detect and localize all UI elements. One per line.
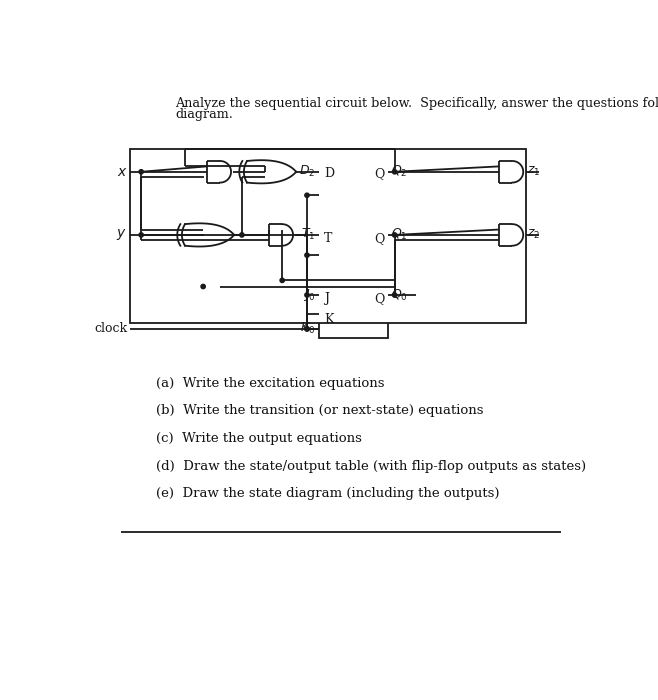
Text: Q: Q xyxy=(374,292,385,305)
Circle shape xyxy=(280,278,284,283)
Text: $x$: $x$ xyxy=(116,164,127,178)
Text: $z_2$: $z_2$ xyxy=(527,228,540,242)
Bar xyxy=(318,284,388,338)
Text: clock: clock xyxy=(94,323,127,335)
Text: $Q_2$: $Q_2$ xyxy=(392,164,408,179)
Text: (e)  Draw the state diagram (including the outputs): (e) Draw the state diagram (including th… xyxy=(156,487,499,500)
Text: Analyze the sequential circuit below.  Specifically, answer the questions follow: Analyze the sequential circuit below. Sp… xyxy=(175,97,658,110)
Bar xyxy=(318,160,388,217)
Circle shape xyxy=(139,169,143,174)
Circle shape xyxy=(240,233,244,237)
Circle shape xyxy=(305,293,309,297)
Text: (d)  Draw the state/output table (with flip-flop outputs as states): (d) Draw the state/output table (with fl… xyxy=(156,460,586,473)
Text: (b)  Write the transition (or next-state) equations: (b) Write the transition (or next-state)… xyxy=(156,405,484,417)
Text: $Q_0$: $Q_0$ xyxy=(392,288,409,302)
Text: $Q_1$: $Q_1$ xyxy=(392,228,408,242)
Text: Q: Q xyxy=(374,167,385,180)
Text: $T_1$: $T_1$ xyxy=(301,228,316,242)
Bar xyxy=(318,224,388,274)
Text: Q: Q xyxy=(374,232,385,245)
Text: K: K xyxy=(324,313,334,326)
Circle shape xyxy=(392,293,397,297)
Text: (c)  Write the output equations: (c) Write the output equations xyxy=(156,432,362,445)
Circle shape xyxy=(305,327,309,331)
Text: diagram.: diagram. xyxy=(175,108,233,121)
Text: D: D xyxy=(324,167,334,180)
Text: $D_2$: $D_2$ xyxy=(299,164,316,179)
Text: $z_1$: $z_1$ xyxy=(527,165,540,178)
Circle shape xyxy=(392,233,397,237)
Circle shape xyxy=(201,284,205,288)
Circle shape xyxy=(305,327,309,331)
Text: (a)  Write the excitation equations: (a) Write the excitation equations xyxy=(156,377,384,390)
Circle shape xyxy=(305,193,309,197)
Circle shape xyxy=(201,174,207,180)
Bar xyxy=(130,150,526,323)
Text: $y$: $y$ xyxy=(116,228,127,242)
Circle shape xyxy=(392,169,397,174)
Text: $J_0$: $J_0$ xyxy=(303,287,316,303)
Text: $K_0$: $K_0$ xyxy=(300,321,316,337)
Text: T: T xyxy=(324,232,332,245)
Circle shape xyxy=(305,253,309,258)
Text: J: J xyxy=(324,292,329,305)
Circle shape xyxy=(139,233,143,237)
